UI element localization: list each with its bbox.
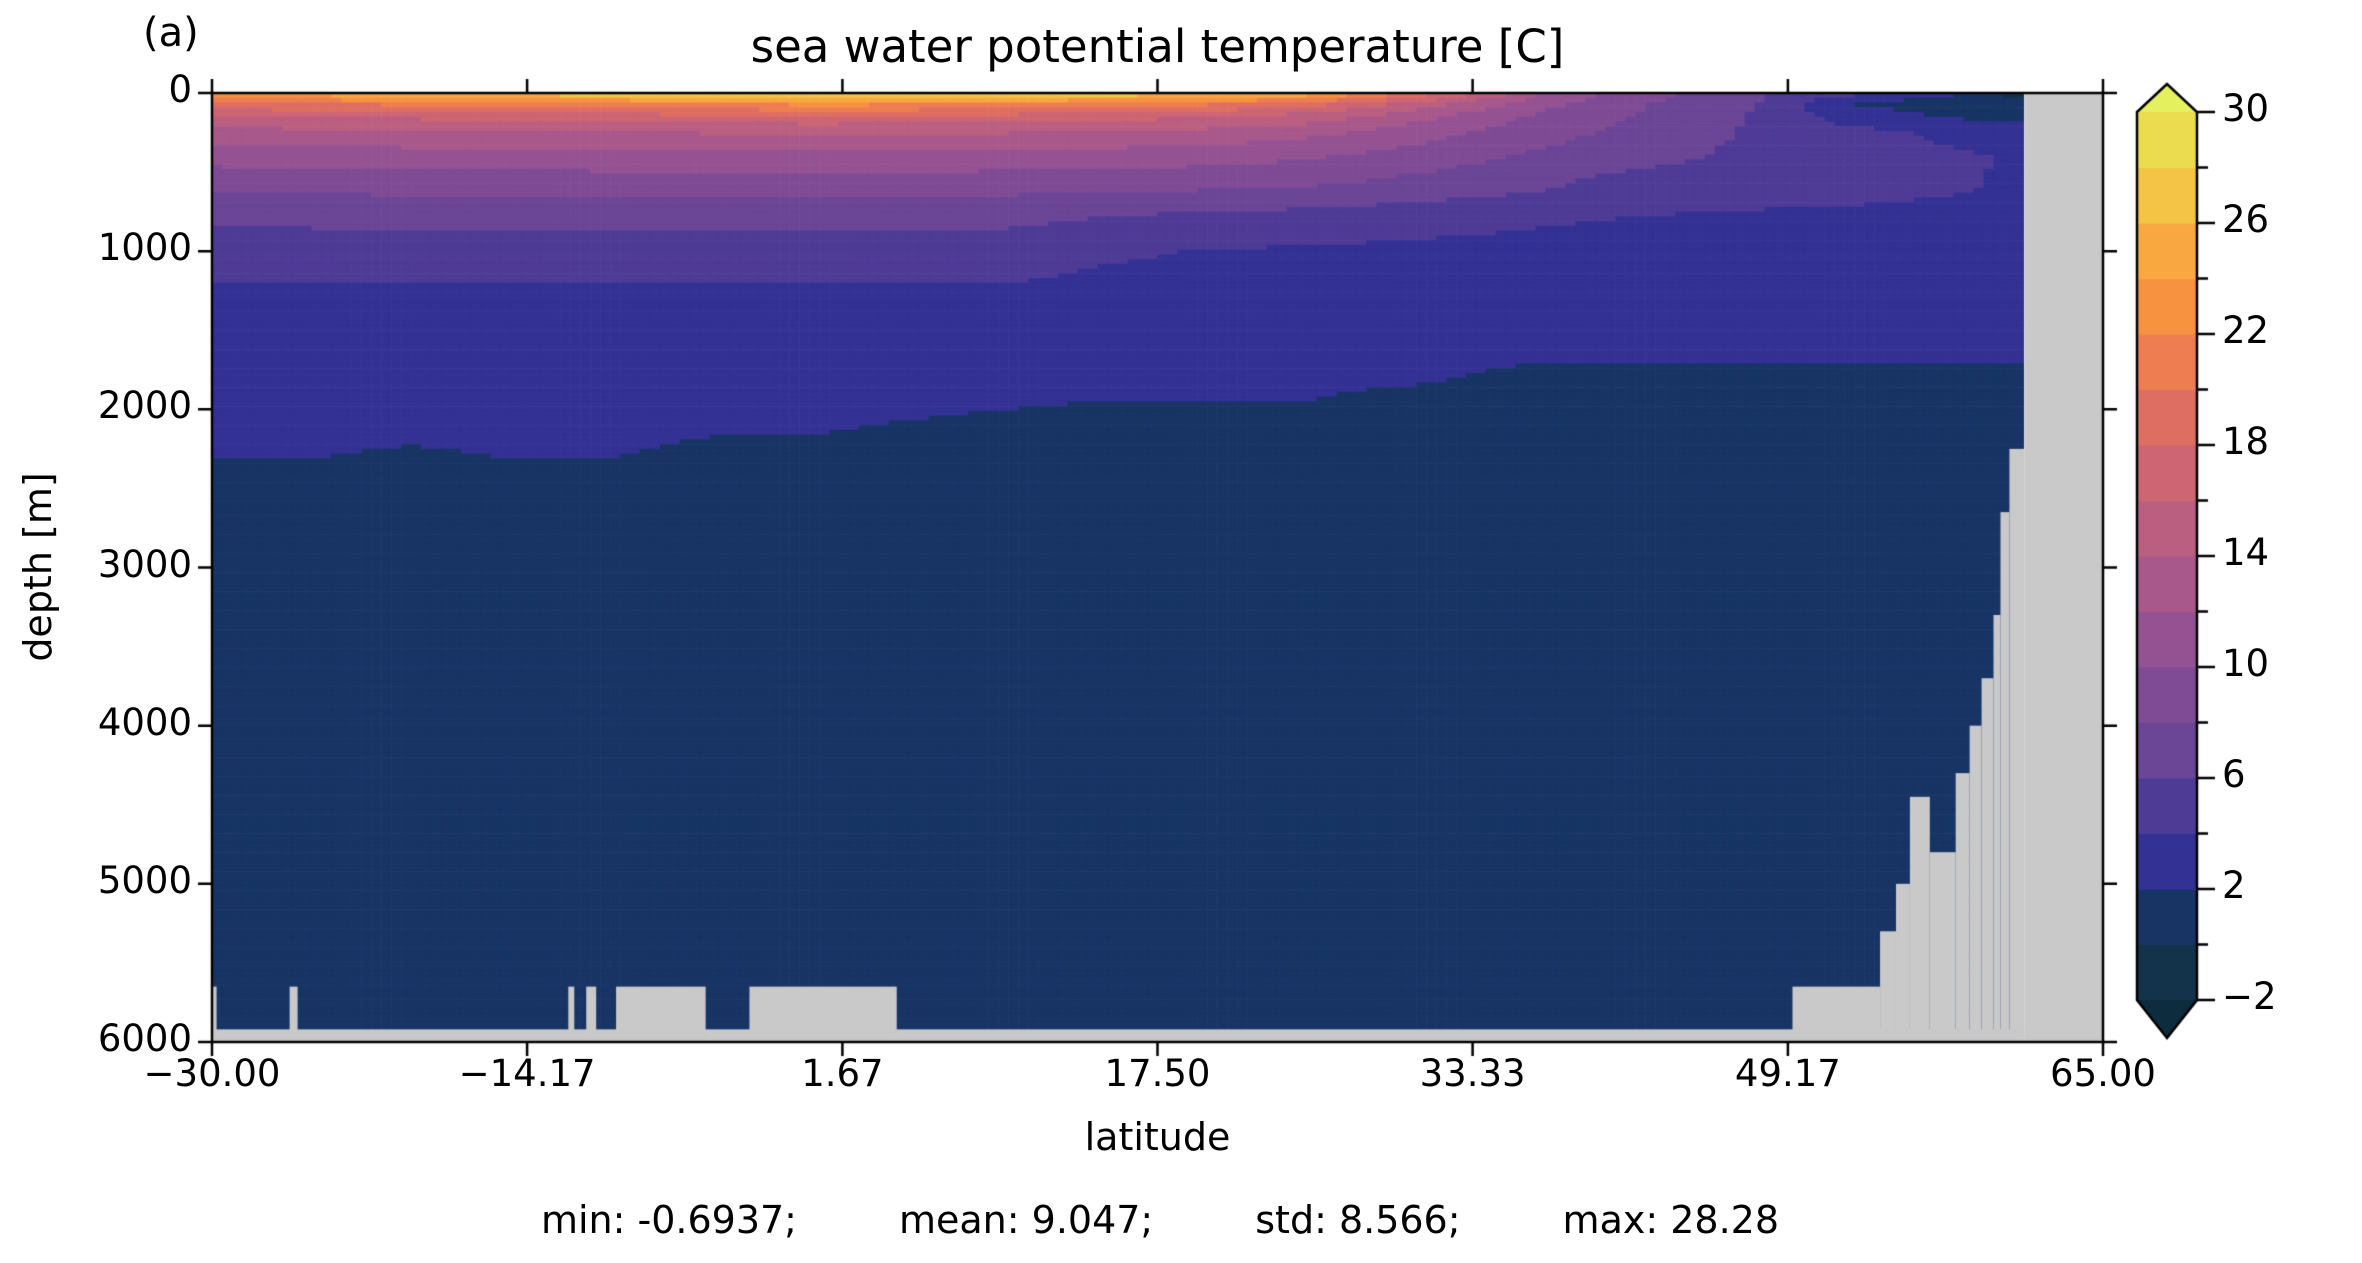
stat-mean: mean: 9.047; — [899, 1198, 1154, 1242]
y-tick-label: 2000 — [97, 384, 192, 428]
colorbar-tick-label: 18 — [2222, 420, 2270, 463]
panel-label: (a) — [143, 10, 199, 56]
stat-max: max: 28.28 — [1562, 1198, 1780, 1242]
x-tick-label: 33.33 — [1419, 1052, 1526, 1095]
y-tick-label: 1000 — [97, 226, 192, 270]
stats-line: min: -0.6937; mean: 9.047; std: 8.566; m… — [0, 1198, 2320, 1242]
colorbar-tick-label: 22 — [2222, 309, 2270, 352]
x-tick-label: 1.67 — [801, 1052, 884, 1095]
colorbar-tick-label: 6 — [2222, 753, 2246, 796]
x-tick-label: 65.00 — [2050, 1052, 2156, 1095]
x-tick-label: 49.17 — [1734, 1052, 1841, 1095]
x-tick-label: −14.17 — [458, 1052, 596, 1095]
colorbar-tick-label: 14 — [2222, 531, 2270, 574]
y-tick-label: 0 — [168, 68, 192, 111]
y-tick-label: 3000 — [97, 542, 192, 586]
y-tick-label: 4000 — [97, 700, 192, 744]
stat-std: std: 8.566; — [1255, 1198, 1461, 1242]
y-tick-label: 6000 — [97, 1017, 192, 1060]
colorbar-tick-label: 30 — [2222, 87, 2270, 130]
colorbar-tick-label: 10 — [2222, 642, 2270, 685]
x-axis-label: latitude — [1084, 1115, 1231, 1159]
colorbar-tick-label: 2 — [2222, 864, 2246, 907]
x-tick-label: 17.50 — [1104, 1052, 1211, 1095]
stat-min: min: -0.6937; — [540, 1198, 797, 1242]
chart-title: sea water potential temperature [C] — [750, 20, 1565, 73]
x-tick-label: −30.00 — [143, 1052, 281, 1095]
y-tick-label: 5000 — [97, 858, 192, 902]
colorbar-tick-label: 26 — [2222, 198, 2270, 241]
colorbar-tick-label: −2 — [2222, 975, 2277, 1018]
